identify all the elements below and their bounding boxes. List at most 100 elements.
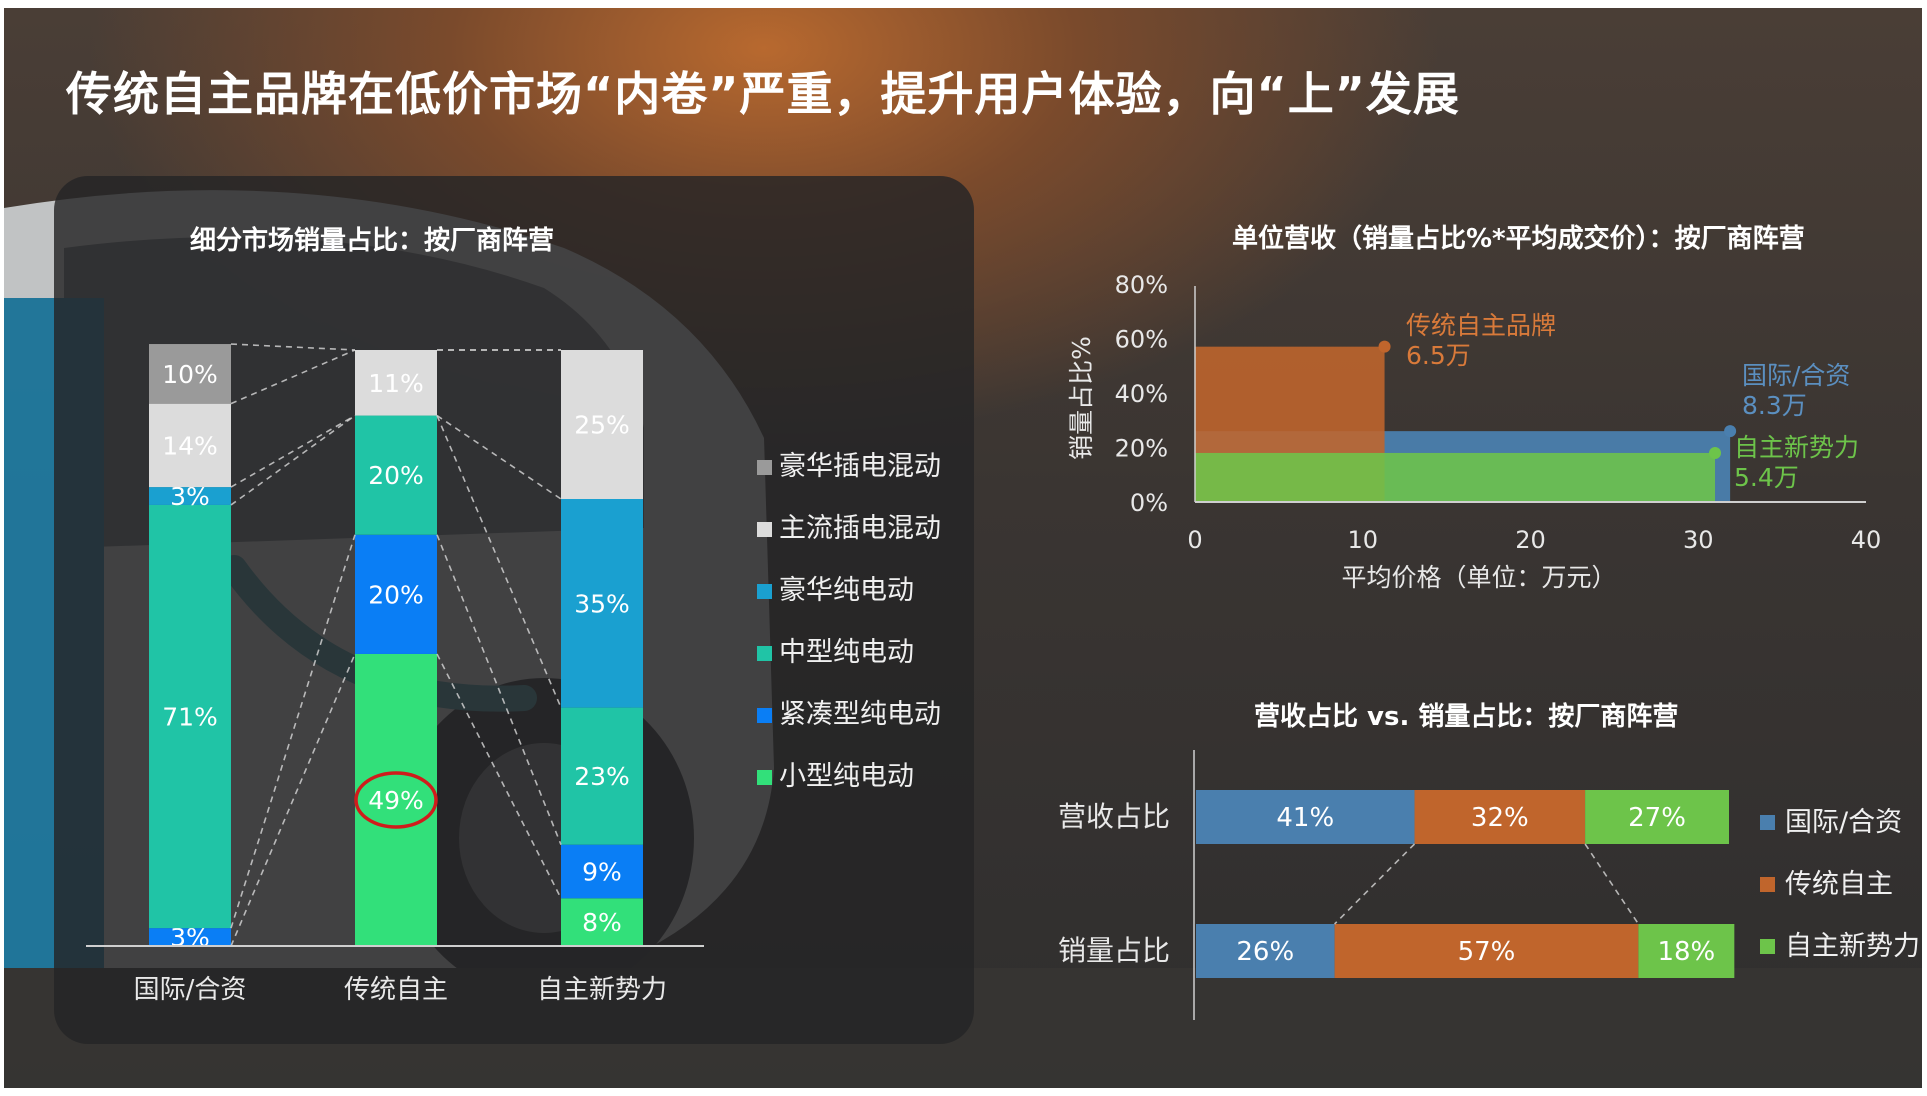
bar-segment [561, 844, 643, 899]
segment-share-chart-title: 细分市场销量占比：按厂商阵营 [190, 226, 555, 256]
bar-value-label: 49% [368, 786, 424, 815]
category-label: 销量占比 [1058, 934, 1170, 967]
bar-value-label: 23% [574, 762, 630, 791]
x-axis-title: 平均价格（单位：万元） [1341, 563, 1616, 592]
bar-segment [149, 344, 231, 404]
bar-segment [355, 653, 437, 946]
revenue-area [1195, 452, 1716, 502]
bar-value-label: 32% [1471, 803, 1529, 833]
legend-swatch [757, 646, 772, 661]
x-tick-label: 0 [1187, 526, 1202, 554]
connector-line [436, 653, 562, 899]
connector-line [436, 415, 562, 708]
legend-label: 主流插电混动 [779, 513, 941, 544]
category-label: 营收占比 [1058, 800, 1170, 833]
y-tick-label: 20% [1115, 435, 1168, 463]
bar-value-label: 20% [368, 461, 424, 490]
connector-line [436, 534, 562, 845]
charts-canvas: 3%71%3%14%10%49%20%20%11%8%9%23%35%25%国际… [86, 271, 1920, 1020]
legend-swatch [757, 522, 772, 537]
bar-segment [149, 928, 231, 946]
x-tick-label: 40 [1851, 526, 1882, 554]
connector-line [1334, 843, 1416, 925]
bar-segment [561, 707, 643, 845]
legend-label: 国际/合资 [1785, 807, 1902, 838]
connector-line [230, 343, 356, 351]
connector-line [230, 414, 356, 488]
bar-segment [1334, 924, 1639, 978]
connector-line [230, 349, 356, 405]
series-value-label: 6.5万 [1406, 341, 1471, 370]
legend-label: 传统自主 [1785, 869, 1893, 900]
bar-value-label: 35% [574, 589, 630, 618]
legend-swatch [1760, 877, 1775, 892]
category-label: 国际/合资 [134, 975, 247, 1005]
bar-value-label: 11% [368, 369, 424, 398]
connector-line [436, 414, 562, 500]
series-name-label: 传统自主品牌 [1406, 311, 1556, 340]
segment-share-stacked-bar-chart: 3%71%3%14%10%49%20%20%11%8%9%23%35%25%国际… [86, 343, 941, 1005]
bar-segment [355, 534, 437, 654]
highlight-circle [354, 771, 438, 829]
bar-value-label: 14% [162, 431, 218, 460]
bar-segment [355, 415, 437, 535]
legend-label: 豪华插电混动 [779, 451, 941, 482]
legend-swatch [1760, 939, 1775, 954]
y-tick-label: 80% [1115, 271, 1168, 299]
connector-line [230, 534, 356, 929]
bar-value-label: 9% [582, 858, 622, 887]
data-point-marker [1709, 446, 1722, 459]
connector-line [230, 653, 356, 947]
y-tick-label: 0% [1130, 489, 1168, 517]
bar-segment [355, 350, 437, 416]
bar-value-label: 20% [368, 580, 424, 609]
bar-segment [1414, 790, 1586, 844]
y-tick-label: 40% [1115, 380, 1168, 408]
bar-value-label: 10% [162, 360, 218, 389]
series-name-label: 国际/合资 [1742, 361, 1850, 390]
unit-revenue-area-chart: 0 10 20 30 40 0% 20% 40% 60% 80% 平均价格（单位：万元） 销量占比% 传… [1067, 271, 1881, 592]
bar-segment [561, 350, 643, 499]
connector-line [1584, 843, 1640, 925]
bar-value-label: 8% [582, 908, 622, 937]
bar-segment [1196, 924, 1335, 978]
category-label: 传统自主 [344, 975, 448, 1005]
bar-value-label: 27% [1628, 803, 1686, 833]
bar-segment [149, 487, 231, 505]
series-value-label: 5.4万 [1734, 463, 1799, 492]
unit-revenue-chart-title: 单位营收（销量占比%*平均成交价）：按厂商阵营 [1232, 224, 1805, 254]
connector-line [230, 414, 356, 506]
y-tick-label: 60% [1115, 326, 1168, 354]
legend-label: 豪华纯电动 [779, 575, 914, 606]
x-tick-label: 20 [1515, 526, 1546, 554]
bar-segment [1585, 790, 1729, 844]
series-value-label: 8.3万 [1742, 391, 1807, 420]
bar-value-label: 26% [1236, 937, 1294, 967]
legend-label: 中型纯电动 [779, 637, 914, 668]
y-axis-title: 销量占比% [1067, 336, 1096, 460]
series-name-label: 自主新势力 [1734, 433, 1859, 462]
legend-label: 自主新势力 [1785, 931, 1920, 962]
legend-swatch [757, 460, 772, 475]
bar-value-label: 71% [162, 703, 218, 732]
legend-swatch [1760, 815, 1775, 830]
bar-value-label: 18% [1657, 937, 1715, 967]
bar-value-label: 25% [574, 411, 630, 440]
legend-swatch [757, 708, 772, 723]
page-title: 传统自主品牌在低价市场“内卷”严重，提升用户体验，向“上”发展 [66, 67, 1460, 121]
x-tick-label: 10 [1347, 526, 1378, 554]
slide: 传统自主品牌在低价市场“内卷”严重，提升用户体验，向“上”发展 细分市场销量占比… [4, 8, 1922, 1088]
category-label: 自主新势力 [537, 975, 667, 1005]
bar-value-label: 41% [1276, 803, 1334, 833]
bar-segment [149, 504, 231, 929]
legend-label: 紧凑型纯电动 [779, 699, 941, 730]
x-tick-label: 30 [1683, 526, 1714, 554]
bar-segment [561, 898, 643, 946]
legend-swatch [757, 770, 772, 785]
data-point-marker [1724, 425, 1737, 438]
bar-value-label: 57% [1458, 937, 1516, 967]
bar-segment [1638, 924, 1735, 978]
legend-swatch [757, 584, 772, 599]
legend-label: 小型纯电动 [779, 761, 914, 792]
